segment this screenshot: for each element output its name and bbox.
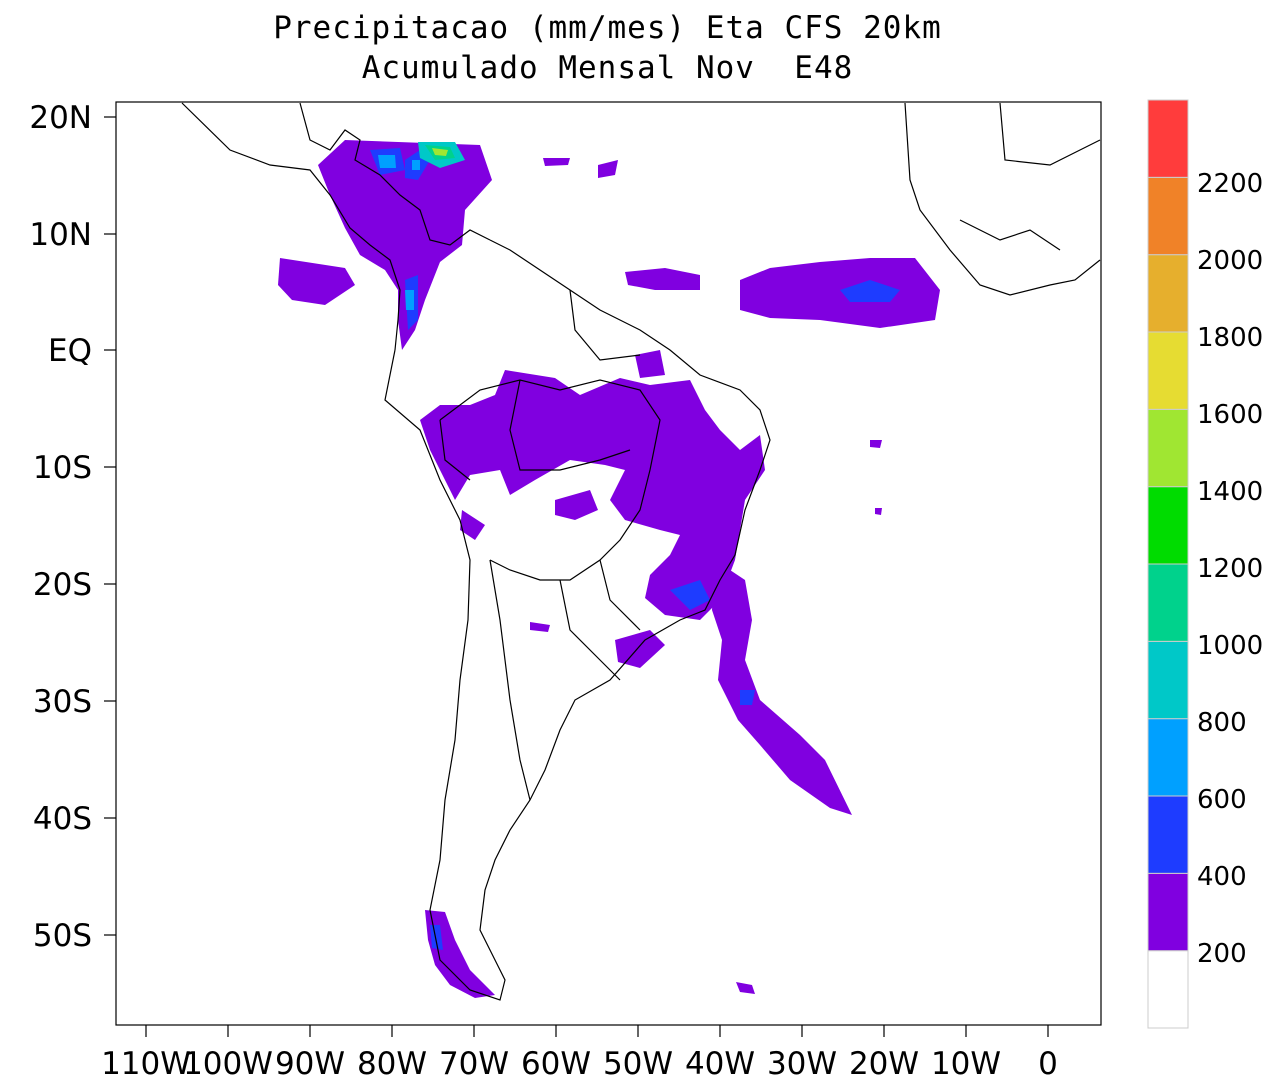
plot-frame bbox=[115, 101, 1102, 1026]
lat-ticks bbox=[104, 116, 116, 936]
lon-label: 40W bbox=[685, 1046, 755, 1080]
colorbar-segment bbox=[1147, 99, 1189, 178]
lat-label: 50S bbox=[33, 918, 92, 954]
colorbar-label: 1200 bbox=[1197, 554, 1263, 584]
lon-label: 10W bbox=[931, 1046, 1001, 1080]
colorbar-label: 1600 bbox=[1197, 400, 1263, 430]
colorbar-segment bbox=[1147, 563, 1189, 642]
colorbar-segment bbox=[1147, 795, 1189, 874]
precip-layer-200 bbox=[278, 140, 940, 998]
lon-label: 80W bbox=[357, 1046, 427, 1080]
colorbar-label: 1400 bbox=[1197, 477, 1263, 507]
lon-labels: 110W 100W 90W 80W 70W 60W 50W 40W 30W 20… bbox=[101, 1046, 1058, 1080]
colorbar-label: 1000 bbox=[1197, 631, 1263, 661]
map-title: Precipitacao (mm/mes) Eta CFS 20km bbox=[273, 10, 942, 46]
lon-label: 20W bbox=[849, 1046, 919, 1080]
colorbar-segment bbox=[1147, 331, 1189, 410]
lat-label: 10S bbox=[33, 450, 92, 486]
colorbar-segment bbox=[1147, 640, 1189, 720]
colorbar-segment bbox=[1147, 486, 1189, 565]
lon-ticks bbox=[145, 1025, 1049, 1037]
precip-layer-600 bbox=[378, 155, 420, 310]
precip-layer-1400 bbox=[432, 148, 448, 156]
lon-label: 30W bbox=[767, 1046, 837, 1080]
colorbar-label: 800 bbox=[1197, 708, 1247, 738]
colorbar-segment bbox=[1147, 950, 1189, 1029]
lon-label: 0 bbox=[1038, 1046, 1058, 1080]
lon-label: 60W bbox=[521, 1046, 591, 1080]
colorbar-label: 400 bbox=[1197, 862, 1247, 892]
lat-label: EQ bbox=[48, 333, 92, 369]
colorbar-segment bbox=[1147, 254, 1189, 333]
lon-label: 50W bbox=[603, 1046, 673, 1080]
lat-label: 10N bbox=[29, 217, 92, 253]
colorbar-label: 200 bbox=[1197, 939, 1247, 969]
lon-label: 90W bbox=[275, 1046, 345, 1080]
lon-label: 70W bbox=[439, 1046, 509, 1080]
colorbar-label: 2000 bbox=[1197, 246, 1263, 276]
colorbar bbox=[1147, 99, 1189, 1029]
lat-label: 20N bbox=[29, 100, 92, 136]
map-subtitle: Acumulado Mensal Nov E48 bbox=[361, 50, 854, 86]
colorbar-segment bbox=[1147, 718, 1189, 797]
colorbar-labels: 200 400 600 800 1000 1200 1400 1600 1800… bbox=[1197, 169, 1263, 969]
lat-label: 20S bbox=[33, 567, 92, 603]
lat-label: 30S bbox=[33, 684, 92, 720]
lon-label: 110W bbox=[101, 1046, 191, 1080]
lon-label: 100W bbox=[183, 1046, 273, 1080]
colorbar-segment bbox=[1147, 872, 1189, 952]
colorbar-segment bbox=[1147, 408, 1189, 488]
colorbar-label: 2200 bbox=[1197, 169, 1263, 199]
coastlines bbox=[181, 102, 1101, 1001]
lat-labels: 20N 10N EQ 10S 20S 30S 40S 50S bbox=[29, 100, 92, 954]
colorbar-segment bbox=[1147, 176, 1189, 256]
colorbar-label: 600 bbox=[1197, 785, 1247, 815]
lat-label: 40S bbox=[33, 801, 92, 837]
colorbar-label: 1800 bbox=[1197, 323, 1263, 353]
